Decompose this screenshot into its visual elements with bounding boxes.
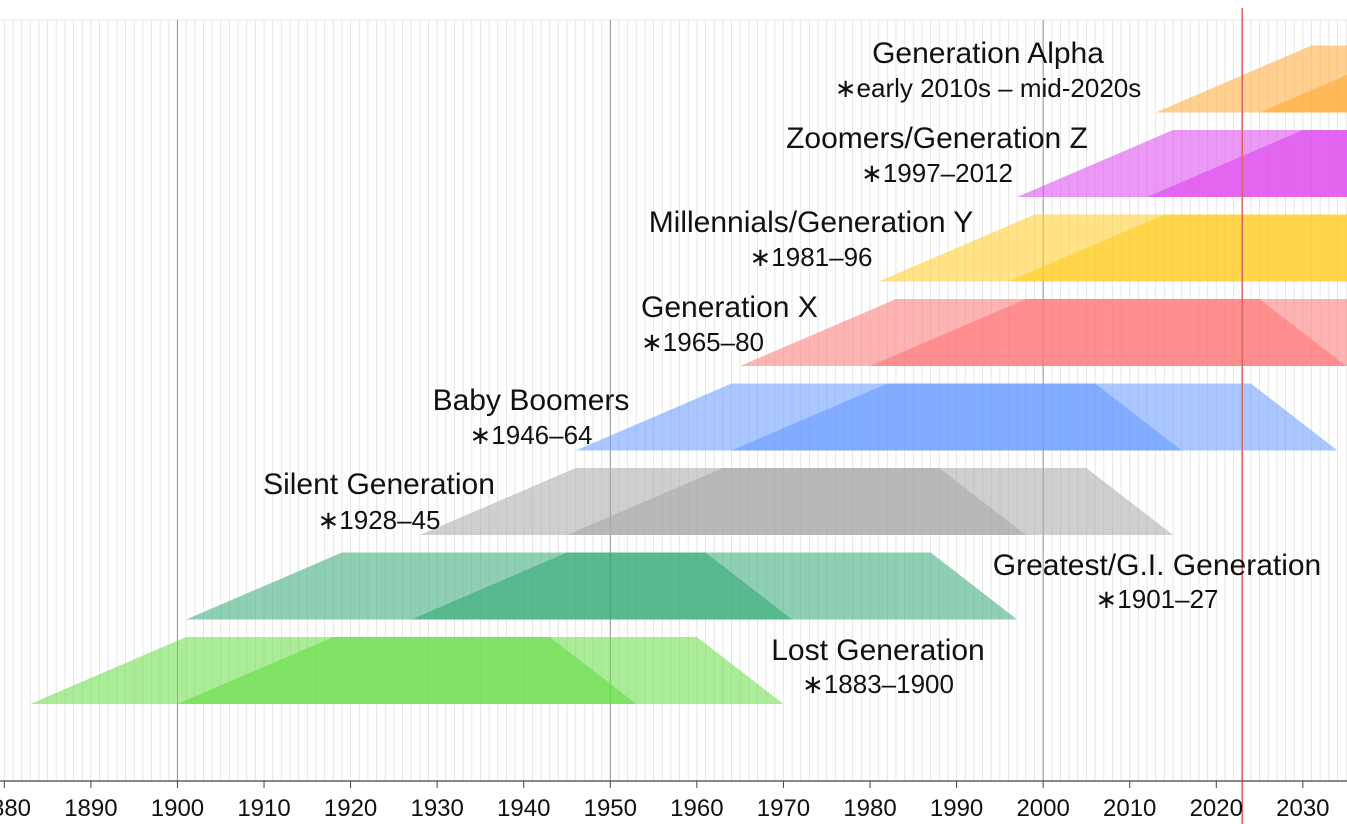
band-inner-lost-generation	[177, 637, 637, 704]
x-tick-label-1900: 1900	[151, 795, 204, 822]
x-tick-label-2020: 2020	[1190, 795, 1243, 822]
band-millennials-generation-y	[878, 214, 1347, 282]
band-zoomers-generation-z	[1017, 130, 1347, 197]
band-inner-millennials-generation-y	[1008, 214, 1347, 282]
generation-bands	[30, 45, 1347, 704]
x-tick-label-2010: 2010	[1103, 795, 1156, 822]
x-tick-label-2030: 2030	[1276, 795, 1329, 822]
label-years-generation-x: ∗1965–80	[641, 327, 764, 357]
band-inner-zoomers-generation-z	[1147, 130, 1347, 197]
band-silent-generation	[419, 468, 1173, 535]
band-inner-baby-boomers	[731, 383, 1182, 451]
band-inner-greatest-g-i-generation	[411, 552, 793, 620]
label-title-baby-boomers: Baby Boomers	[433, 384, 630, 417]
band-inner-generation-alpha	[1259, 74, 1347, 113]
label-years-zoomers-generation-z: ∗1997–2012	[861, 158, 1013, 188]
label-title-generation-x: Generation X	[641, 291, 818, 324]
x-tick-label-1970: 1970	[757, 795, 810, 822]
x-tick-label-1950: 1950	[584, 795, 637, 822]
generation-labels: Lost Generation∗1883–1900 Greatest/G.I. G…	[263, 37, 1321, 699]
label-years-greatest-g-i-generation: ∗1901–27	[1095, 584, 1218, 614]
label-years-lost-generation: ∗1883–1900	[802, 669, 954, 699]
label-title-greatest-g-i-generation: Greatest/G.I. Generation	[993, 549, 1322, 582]
label-title-generation-alpha: Generation Alpha	[872, 37, 1104, 70]
x-tick-label-1930: 1930	[410, 795, 463, 822]
label-years-millennials-generation-y: ∗1981–96	[749, 242, 872, 272]
band-generation-x	[740, 299, 1347, 366]
x-tick-label-1960: 1960	[670, 795, 723, 822]
x-tick-label-1980: 1980	[843, 795, 896, 822]
x-tick-label-1910: 1910	[237, 795, 290, 822]
x-tick-label-1990: 1990	[930, 795, 983, 822]
band-lost-generation	[30, 637, 784, 704]
label-years-generation-alpha: ∗early 2010s – mid-2020s	[835, 73, 1142, 103]
band-greatest-g-i-generation	[186, 552, 1018, 620]
label-title-millennials-generation-y: Millennials/Generation Y	[649, 206, 974, 239]
x-tick-label-1940: 1940	[497, 795, 550, 822]
x-tick-label-1890: 1890	[64, 795, 117, 822]
label-years-silent-generation: ∗1928–45	[317, 505, 440, 535]
label-title-lost-generation: Lost Generation	[771, 634, 984, 667]
label-title-zoomers-generation-z: Zoomers/Generation Z	[786, 122, 1088, 155]
x-tick-label-1880: 1880	[0, 795, 31, 822]
label-years-baby-boomers: ∗1946–64	[469, 420, 592, 450]
x-tick-label-2000: 2000	[1016, 795, 1069, 822]
x-tick-label-1920: 1920	[324, 795, 377, 822]
band-inner-silent-generation	[567, 468, 1026, 535]
x-axis: 1880 1890 1900 1910 1920 1930 1940 1950 1960 1970…	[0, 780, 1347, 822]
label-title-silent-generation: Silent Generation	[263, 468, 495, 501]
band-baby-boomers	[575, 383, 1338, 451]
band-generation-alpha	[1155, 45, 1347, 113]
band-inner-generation-x	[870, 299, 1347, 366]
